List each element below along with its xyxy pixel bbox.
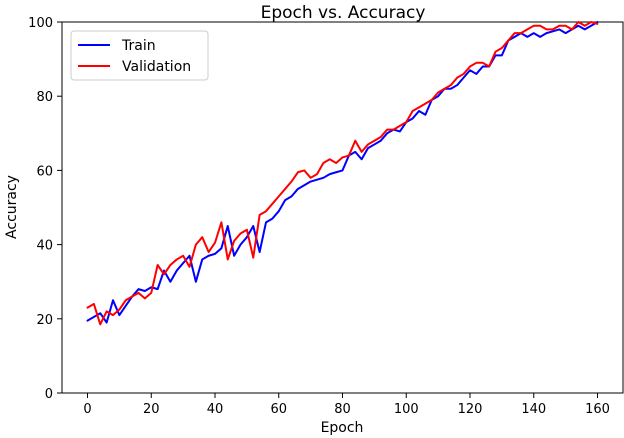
legend-box	[70, 30, 209, 81]
y-tick-label: 40	[36, 239, 53, 254]
x-tick-label: 60	[270, 402, 287, 417]
y-tick-label: 100	[28, 16, 53, 31]
x-tick-label: 20	[143, 402, 160, 417]
x-axis-label: Epoch	[321, 420, 364, 436]
y-tick-label: 20	[36, 313, 53, 328]
legend-label-validation: Validation	[122, 59, 191, 75]
x-tick-label: 100	[394, 402, 419, 417]
x-tick-label: 0	[83, 402, 91, 417]
y-axis-label: Accuracy	[4, 175, 20, 239]
x-tick-label: 140	[521, 402, 546, 417]
legend: Train Validation	[70, 30, 209, 81]
x-tick-label: 40	[207, 402, 224, 417]
x-tick-label: 160	[585, 402, 610, 417]
chart-title: Epoch vs. Accuracy	[261, 3, 426, 23]
series-layer	[86, 21, 599, 326]
x-tick-label: 80	[334, 402, 351, 417]
legend-label-train: Train	[121, 38, 156, 54]
y-axis: 0 20 40 60 80 100	[28, 16, 62, 402]
series-line-train	[86, 21, 599, 324]
series-line-validation	[86, 21, 599, 326]
x-tick-label: 120	[458, 402, 483, 417]
y-tick-label: 0	[45, 387, 53, 402]
x-axis: 0 20 40 60 80 100 120 140 160	[83, 393, 610, 417]
y-tick-label: 80	[36, 90, 53, 105]
y-tick-label: 60	[36, 164, 53, 179]
